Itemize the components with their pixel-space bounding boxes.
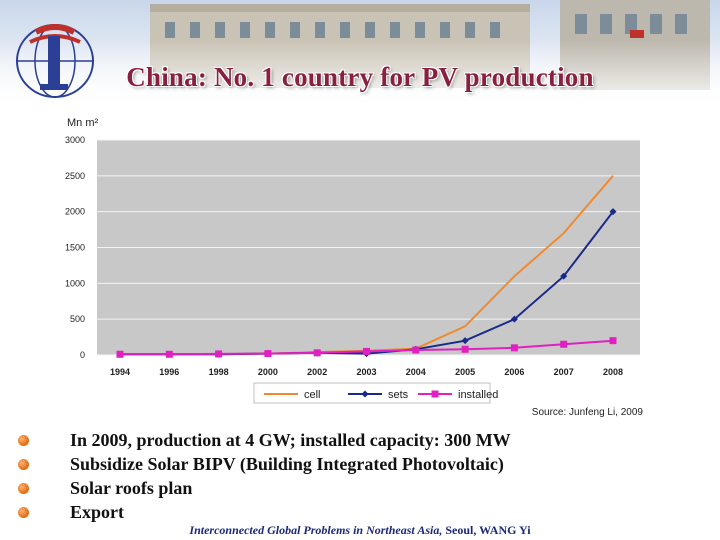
bullet-dot-icon xyxy=(18,483,29,494)
data-point-installed xyxy=(510,344,518,352)
bullet-dot-icon xyxy=(18,459,29,470)
bullet-item: Solar roofs plan xyxy=(18,476,511,500)
data-point-installed xyxy=(116,350,124,358)
chart: 0 500 1000 1500 2000 2500 3000 1994 1996 1998 2000… xyxy=(65,117,644,418)
footer-author: Seoul, WANG Yi xyxy=(445,523,531,537)
data-point-installed xyxy=(313,349,321,357)
x-tick-label: 2002 xyxy=(307,367,327,377)
x-tick-label: 2000 xyxy=(258,367,278,377)
bullet-dot-icon xyxy=(18,507,29,518)
x-tick-label: 2007 xyxy=(554,367,574,377)
bullet-text: Solar roofs plan xyxy=(70,478,193,498)
y-tick-label: 2500 xyxy=(65,171,85,181)
x-tick-label: 2006 xyxy=(504,367,524,377)
legend-marker-installed xyxy=(431,390,439,398)
y-tick-label: 3000 xyxy=(65,135,85,145)
header-photo xyxy=(0,0,720,110)
bullet-list: In 2009, production at 4 GW; installed c… xyxy=(18,428,511,524)
data-point-installed xyxy=(264,350,272,358)
data-point-sets xyxy=(609,208,617,216)
x-tick-label: 2004 xyxy=(406,367,426,377)
x-tick-label: 1998 xyxy=(209,367,229,377)
legend-label-cell: cell xyxy=(304,389,321,401)
x-tick-label: 1996 xyxy=(159,367,179,377)
x-tick-label: 1994 xyxy=(110,367,130,377)
data-point-sets xyxy=(560,272,568,280)
y-tick-label: 1000 xyxy=(65,278,85,288)
legend-label-installed: installed xyxy=(458,389,498,401)
legend-label-sets: sets xyxy=(388,389,409,401)
bullet-text: In 2009, production at 4 GW; installed c… xyxy=(70,430,511,450)
legend-marker-sets xyxy=(361,390,369,398)
logo-icon xyxy=(16,24,94,98)
bullet-item: Subsidize Solar BIPV (Building Integrate… xyxy=(18,452,511,476)
data-point-installed xyxy=(461,345,469,353)
unit-label: Mn m² xyxy=(67,117,99,129)
data-point-installed xyxy=(412,346,420,354)
slide-title: China: No. 1 country for PV production xyxy=(126,62,594,92)
data-point-installed xyxy=(363,347,370,355)
data-point-installed xyxy=(560,340,568,348)
x-tick-label: 2003 xyxy=(356,367,376,377)
x-tick-label: 2008 xyxy=(603,367,623,377)
y-tick-label: 0 xyxy=(80,350,85,360)
y-tick-label: 1500 xyxy=(65,243,85,253)
y-tick-label: 2000 xyxy=(65,207,85,217)
bullet-item: In 2009, production at 4 GW; installed c… xyxy=(18,428,511,452)
source-note: Source: Junfeng Li, 2009 xyxy=(532,407,644,418)
bullet-text: Subsidize Solar BIPV (Building Integrate… xyxy=(70,454,504,474)
y-tick-label: 500 xyxy=(70,314,85,324)
data-point-installed xyxy=(165,350,173,358)
footer-italic: Interconnected Global Problems in Northe… xyxy=(189,523,443,537)
data-point-installed xyxy=(609,337,617,345)
data-point-sets xyxy=(461,337,469,345)
bullet-dot-icon xyxy=(18,435,29,446)
bullet-text: Export xyxy=(70,502,124,522)
x-tick-label: 2005 xyxy=(455,367,475,377)
data-point-sets xyxy=(510,315,518,323)
bullet-item: Export xyxy=(18,500,511,524)
data-point-installed xyxy=(215,350,223,358)
footer: Interconnected Global Problems in Northe… xyxy=(0,523,720,538)
